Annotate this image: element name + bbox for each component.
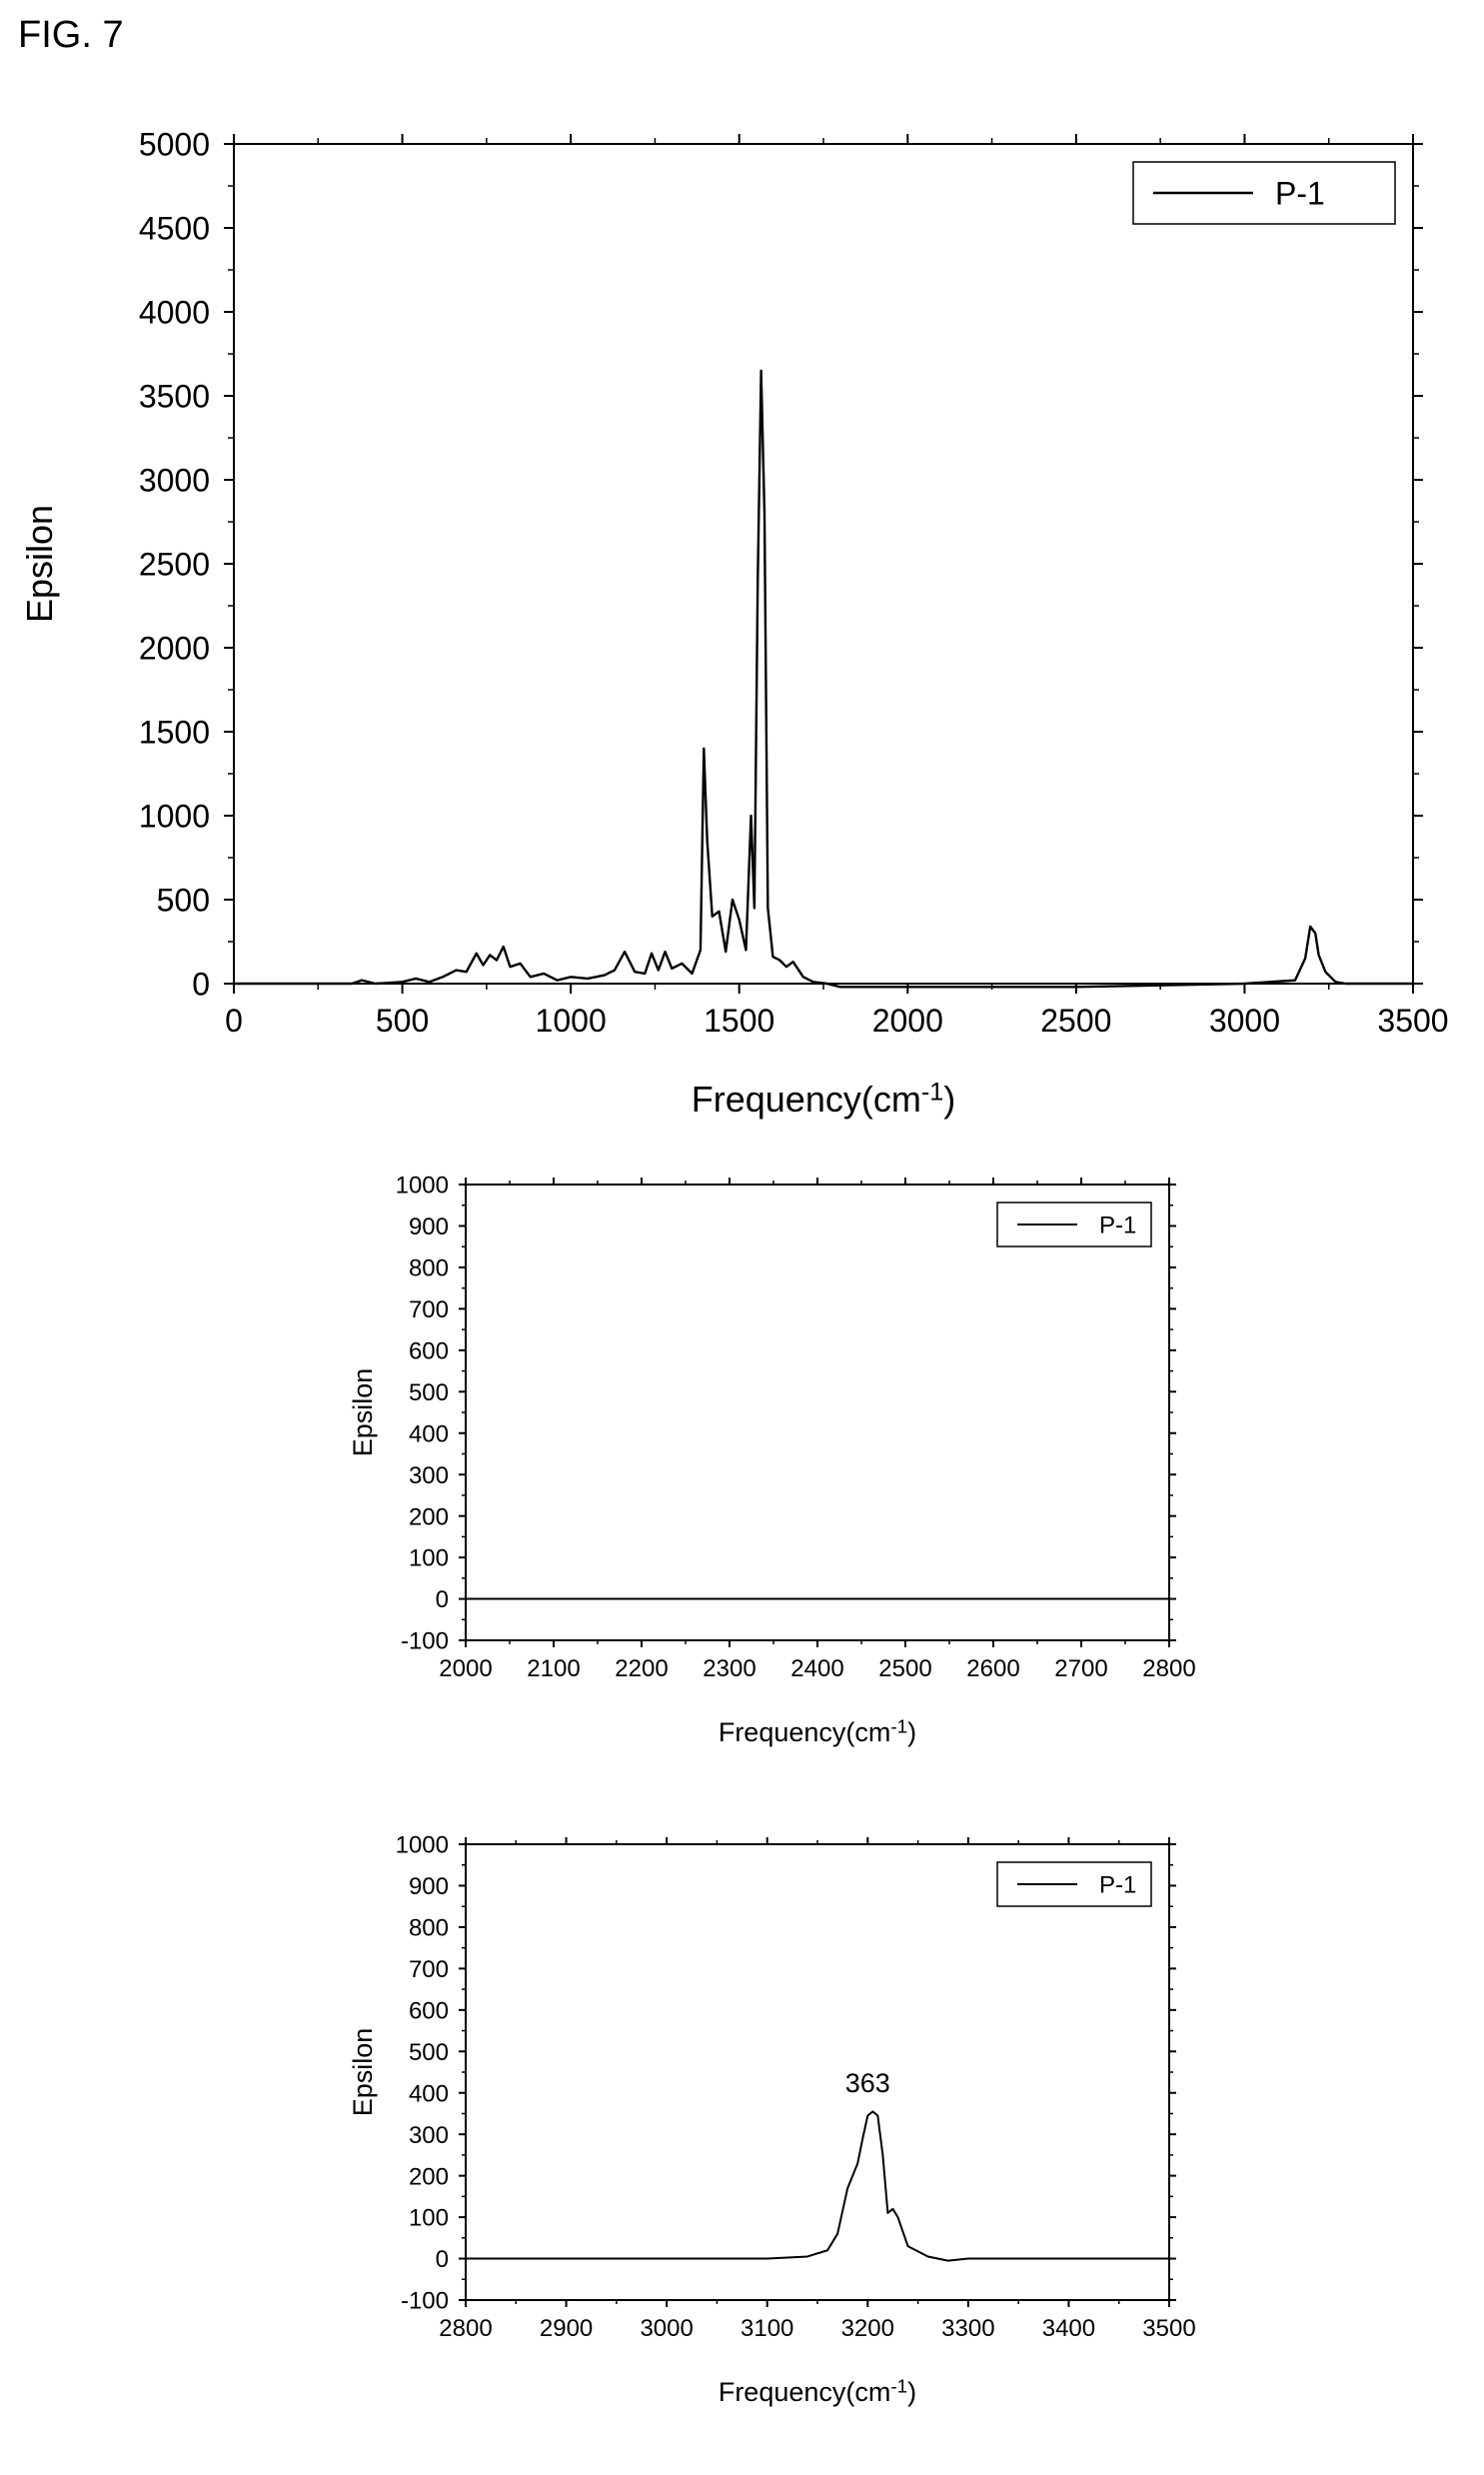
y-tick-label: 1000 xyxy=(396,1173,449,1200)
x-tick-label: 2600 xyxy=(966,1655,1019,1682)
main-spectrum-chart: 0 500 1000 1500 2000 2500 3000 3500 0 500 1000 1500… xyxy=(19,127,1449,1121)
x-tick-label: 2300 xyxy=(703,1655,755,1682)
x-tick-label: 3200 xyxy=(841,2315,894,2342)
x-tick-label: 2400 xyxy=(790,1655,843,1682)
x-tick-label: 0 xyxy=(225,1003,243,1039)
legend-label: P-1 xyxy=(1099,1872,1136,1899)
y-tick-label: 900 xyxy=(409,1214,449,1240)
x-tick-label: 3500 xyxy=(1142,2315,1195,2342)
y-tick-label: 4500 xyxy=(139,211,210,247)
y-tick-label: 1500 xyxy=(139,715,210,751)
y-tick-label: 500 xyxy=(157,883,210,919)
x-tick-label: 1000 xyxy=(536,1003,607,1039)
y-tick-label: 300 xyxy=(409,2122,449,2149)
y-tick-label: 3500 xyxy=(139,379,210,415)
x-tick-label: 2800 xyxy=(1142,1655,1195,1682)
y-tick-label: 2500 xyxy=(139,547,210,583)
series-line-p-1 xyxy=(234,369,1413,989)
y-axis-label: Epsilon xyxy=(348,2028,378,2117)
y-tick-label: 300 xyxy=(409,1462,449,1489)
zoom-chart-2800-3500: 2800 2900 3000 3100 3200 3300 3400 3500 -100 0 100… xyxy=(348,1832,1196,2407)
x-tick-label: 3400 xyxy=(1042,2315,1095,2342)
y-tick-label: 100 xyxy=(409,1545,449,1572)
x-axis-label: Frequency(cm-1) xyxy=(719,1716,916,1747)
x-tick-label: 3000 xyxy=(1209,1003,1280,1039)
y-tick-label: 200 xyxy=(409,1503,449,1530)
x-tick-label: 2900 xyxy=(540,2315,593,2342)
x-tick-label: 3300 xyxy=(941,2315,994,2342)
y-axis-label: Epsilon xyxy=(348,1368,378,1457)
x-axis-label: Frequency(cm-1) xyxy=(692,1079,955,1121)
x-tick-label: 3500 xyxy=(1377,1003,1448,1039)
plot-frame xyxy=(465,1843,1170,2301)
plot-frame xyxy=(233,143,1414,985)
y-tick-label: 0 xyxy=(436,2246,449,2273)
y-tick-label: -100 xyxy=(401,1628,449,1655)
zoom-chart-2000-2800: 2000 2100 2200 2300 2400 2500 2600 2700 2800-100… xyxy=(348,1173,1196,1747)
x-tick-label: 2100 xyxy=(527,1655,580,1682)
y-tick-label: 500 xyxy=(409,1379,449,1406)
y-axis-label: Epsilon xyxy=(19,505,60,623)
plot-frame xyxy=(465,1184,1170,1641)
x-tick-label: 2500 xyxy=(1040,1003,1111,1039)
y-tick-label: 200 xyxy=(409,2163,449,2190)
x-tick-label: 2500 xyxy=(878,1655,931,1682)
legend-label: P-1 xyxy=(1275,176,1325,212)
y-tick-label: 100 xyxy=(409,2205,449,2232)
y-tick-label: 800 xyxy=(409,1255,449,1282)
y-tick-label: 2000 xyxy=(139,631,210,667)
y-tick-label: 4000 xyxy=(139,295,210,331)
x-tick-label: 3100 xyxy=(741,2315,793,2342)
y-tick-label: 0 xyxy=(192,967,210,1003)
y-tick-label: 1000 xyxy=(139,799,210,835)
y-tick-label: 800 xyxy=(409,1915,449,1942)
figure-label: FIG. 7 xyxy=(18,14,124,56)
x-tick-label: 2200 xyxy=(615,1655,668,1682)
y-tick-label: 5000 xyxy=(139,127,210,163)
y-tick-label: 0 xyxy=(436,1586,449,1613)
y-tick-label: 3000 xyxy=(139,463,210,499)
x-tick-label: 2800 xyxy=(439,2315,492,2342)
y-tick-label: 500 xyxy=(409,2039,449,2066)
y-tick-label: 700 xyxy=(409,1296,449,1323)
x-axis-label: Frequency(cm-1) xyxy=(719,2376,916,2407)
y-tick-label: 600 xyxy=(409,1337,449,1364)
x-tick-label: 2000 xyxy=(439,1655,492,1682)
y-tick-label: 400 xyxy=(409,1420,449,1447)
x-tick-label: 3000 xyxy=(640,2315,693,2342)
y-tick-label: 600 xyxy=(409,1997,449,2024)
y-tick-label: 1000 xyxy=(396,1832,449,1859)
y-tick-label: 900 xyxy=(409,1873,449,1900)
y-tick-label: -100 xyxy=(401,2288,449,2315)
peak-annotation: 363 xyxy=(845,2068,890,2098)
x-tick-label: 500 xyxy=(376,1003,429,1039)
x-tick-label: 1500 xyxy=(704,1003,774,1039)
y-tick-label: 700 xyxy=(409,1956,449,1983)
x-tick-label: 2000 xyxy=(872,1003,943,1039)
x-tick-label: 2700 xyxy=(1054,1655,1107,1682)
series-line-p-1 xyxy=(466,2110,1169,2262)
legend-label: P-1 xyxy=(1099,1213,1136,1239)
y-tick-label: 400 xyxy=(409,2080,449,2107)
